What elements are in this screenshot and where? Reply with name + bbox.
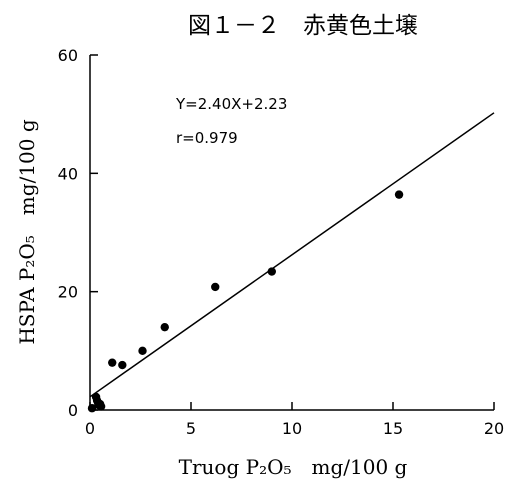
regression-line xyxy=(89,112,495,398)
data-point xyxy=(160,322,169,332)
regression-equation: Y=2.40X+2.23 xyxy=(175,95,287,113)
x-tick-label: 5 xyxy=(186,419,196,438)
data-point xyxy=(267,267,276,276)
y-tick-label: 40 xyxy=(58,164,78,183)
x-tick-label: 15 xyxy=(383,419,403,438)
correlation-coefficient: r=0.979 xyxy=(176,129,238,147)
x-tick-label: 10 xyxy=(282,419,302,438)
data-point xyxy=(96,402,106,411)
chart-title: 図１－２ 赤黄色土壌 xyxy=(188,13,418,39)
data-point xyxy=(87,404,97,413)
x-tick-label: 20 xyxy=(484,419,504,438)
data-point xyxy=(394,190,404,199)
y-tick-label: 20 xyxy=(58,283,78,302)
data-point xyxy=(118,360,127,370)
tick-labels: 0 20 40 60 0 5 10 15 20 xyxy=(58,46,505,438)
data-point xyxy=(138,346,147,356)
y-tick-label: 60 xyxy=(58,46,78,65)
ticks xyxy=(89,54,495,411)
data-point xyxy=(108,358,117,367)
data-points xyxy=(87,190,404,413)
x-tick-label: 0 xyxy=(85,419,95,438)
data-point xyxy=(211,282,220,292)
x-axis-label: Truog P₂O₅ mg/100 g xyxy=(179,455,408,479)
y-axis-label: HSPA P₂O₅ mg/100 g xyxy=(15,119,39,344)
y-tick-label: 0 xyxy=(68,401,78,420)
axes xyxy=(89,55,494,411)
